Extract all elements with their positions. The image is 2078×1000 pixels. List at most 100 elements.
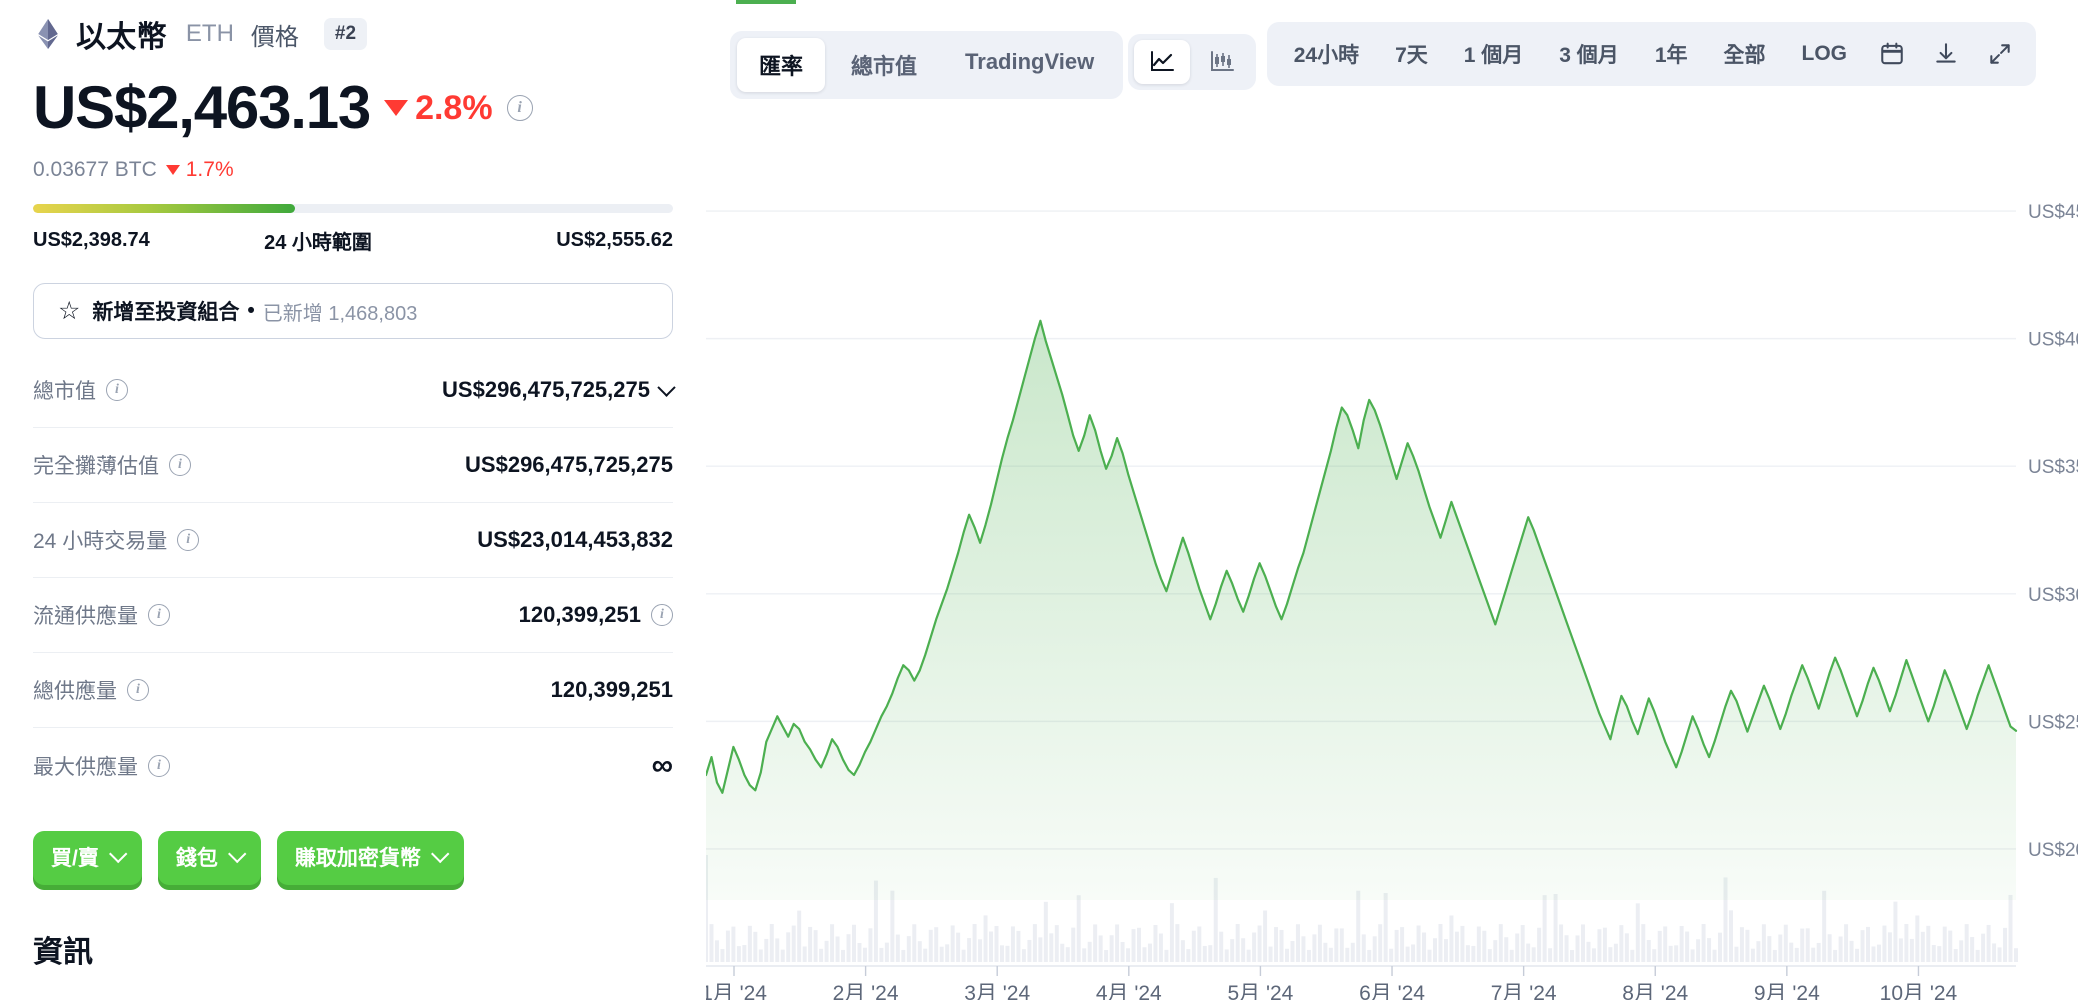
stat-label: 總供應量 i: [33, 675, 149, 705]
svg-text:6月 '24: 6月 '24: [1359, 982, 1425, 1000]
range-high-value: US$2,555.62: [556, 229, 673, 251]
portfolio-added-count: 已新增 1,468,803: [262, 302, 418, 325]
stat-label: 流通供應量 i: [33, 600, 170, 630]
supply-info-icon[interactable]: i: [651, 604, 673, 626]
price-area-chart[interactable]: US$2000 US$2500 US$3000 US$3500 US$4000 US$45…: [706, 140, 2078, 1000]
chart-type-toggle-group: [1127, 34, 1256, 90]
stat-row-market-cap[interactable]: 總市值 i US$296,475,725,275: [33, 353, 676, 428]
stat-value: US$296,475,725,275: [465, 452, 673, 478]
info-icon[interactable]: i: [106, 379, 128, 401]
calendar-icon[interactable]: [1866, 33, 1918, 75]
star-outline-icon: ☆: [58, 296, 81, 325]
stat-label-text: 24 小時交易量: [33, 530, 168, 553]
chart-toolbar: 匯率 總市值 TradingView: [706, 0, 2078, 99]
svg-text:US$3000: US$3000: [2028, 585, 2078, 606]
ethereum-logo-icon: [33, 19, 63, 49]
download-icon[interactable]: [1920, 33, 1972, 75]
price-range-bar: [33, 204, 673, 213]
stat-label-text: 總市值: [33, 380, 96, 403]
price-row: US$2,463.13 2.8% i: [33, 78, 673, 138]
svg-text:US$2500: US$2500: [2028, 712, 2078, 733]
svg-text:3月 '24: 3月 '24: [964, 982, 1030, 1000]
stat-value-text: 120,399,251: [518, 602, 641, 627]
svg-text:US$4500: US$4500: [2028, 202, 2078, 223]
coin-header: 以太幣 ETH 價格 #2: [33, 10, 673, 58]
buy-sell-label: 買/賣: [51, 847, 99, 870]
svg-text:2月 '24: 2月 '24: [833, 982, 899, 1000]
stat-label-text: 最大供應量: [33, 755, 138, 779]
line-chart-icon[interactable]: [1133, 40, 1190, 84]
stat-label: 24 小時交易量 i: [33, 525, 200, 555]
svg-text:4月 '24: 4月 '24: [1096, 982, 1162, 1000]
stat-row-fdv: 完全攤薄估值 i US$296,475,725,275: [33, 428, 673, 503]
coin-statistics-list: 總市值 i US$296,475,725,275 完全攤薄估值 i US$296…: [33, 353, 676, 803]
portfolio-separator: •: [247, 299, 255, 322]
coin-price-suffix: 價格: [250, 23, 299, 51]
info-icon[interactable]: i: [177, 529, 200, 551]
earn-crypto-button[interactable]: 賺取加密貨幣: [276, 831, 464, 885]
chevron-down-icon: [430, 844, 450, 863]
price-change-value: 2.8%: [415, 88, 493, 127]
chart-panel: 匯率 總市值 TradingView: [706, 0, 2078, 1000]
stat-row-total-supply: 總供應量 i 120,399,251: [33, 653, 673, 728]
coin-symbol: ETH: [185, 20, 234, 47]
tab-price[interactable]: 匯率: [737, 38, 826, 92]
info-icon[interactable]: i: [169, 454, 191, 476]
btc-price-change: 1.7%: [165, 158, 234, 182]
stat-value-text: US$23,014,453,832: [477, 527, 673, 552]
range-low-value: US$2,398.74: [33, 229, 150, 251]
chart-tab-group: 匯率 總市值 TradingView: [730, 31, 1124, 99]
svg-text:US$3500: US$3500: [2028, 457, 2078, 478]
range-7d[interactable]: 7天: [1395, 44, 1428, 67]
stat-label: 完全攤薄估值 i: [33, 450, 191, 480]
info-icon[interactable]: i: [148, 604, 170, 626]
coin-rank-badge: #2: [323, 18, 368, 50]
expand-icon[interactable]: [1974, 33, 2026, 75]
btc-price: 0.03677 BTC: [33, 158, 157, 181]
range-3m[interactable]: 3 個月: [1559, 44, 1619, 67]
active-tab-accent: [736, 0, 796, 4]
buy-sell-button[interactable]: 買/賣: [33, 831, 142, 885]
candlestick-chart-icon[interactable]: [1194, 40, 1250, 84]
range-label: 24 小時範圍: [264, 232, 372, 254]
wallet-label: 錢包: [175, 847, 218, 870]
range-1m[interactable]: 1 個月: [1463, 44, 1524, 67]
stat-value: US$23,014,453,832: [477, 527, 673, 553]
stat-value: US$296,475,725,275: [442, 377, 676, 403]
stat-row-max-supply: 最大供應量 i ∞: [33, 728, 673, 803]
range-24h[interactable]: 24小時: [1293, 44, 1360, 67]
stat-value-text: ∞: [651, 748, 673, 782]
tab-market-cap[interactable]: 總市值: [851, 54, 918, 79]
svg-text:10月 '24: 10月 '24: [1880, 982, 1958, 1000]
svg-text:7月 '24: 7月 '24: [1491, 982, 1557, 1000]
range-log[interactable]: LOG: [1801, 42, 1848, 65]
svg-text:8月 '24: 8月 '24: [1622, 982, 1688, 1000]
stat-row-circulating-supply: 流通供應量 i 120,399,251 i: [33, 578, 673, 653]
add-to-portfolio-label: 新增至投資組合: [92, 301, 240, 324]
add-to-portfolio-button[interactable]: ☆ 新增至投資組合 • 已新增 1,468,803: [33, 283, 673, 339]
stat-value-text: 120,399,251: [550, 677, 673, 702]
chevron-down-icon: [227, 844, 247, 863]
stat-label-text: 完全攤薄估值: [33, 455, 159, 478]
range-all[interactable]: 全部: [1723, 44, 1766, 67]
wallet-button[interactable]: 錢包: [157, 831, 261, 885]
chevron-down-icon[interactable]: [657, 377, 676, 397]
stat-row-volume-24h: 24 小時交易量 i US$23,014,453,832: [33, 503, 673, 578]
chart-left-controls: 匯率 總市值 TradingView: [730, 22, 1256, 99]
price-change-24h: 2.8%: [384, 89, 493, 128]
stat-label-text: 流通供應量: [33, 605, 138, 628]
svg-text:US$4000: US$4000: [2028, 330, 2078, 351]
info-icon[interactable]: i: [148, 754, 170, 777]
info-icon[interactable]: i: [127, 679, 149, 701]
range-1y[interactable]: 1年: [1654, 44, 1688, 67]
price-chart-plot[interactable]: US$2000 US$2500 US$3000 US$3500 US$4000 US$45…: [706, 140, 2078, 1000]
tab-tradingview[interactable]: TradingView: [965, 49, 1095, 74]
btc-price-row: 0.03677 BTC 1.7%: [33, 158, 673, 182]
stat-value-text: US$296,475,725,275: [465, 452, 673, 477]
coin-info-sidebar: 以太幣 ETH 價格 #2 US$2,463.13 2.8% i 0.03677…: [0, 0, 706, 1000]
earn-crypto-label: 賺取加密貨幣: [294, 847, 421, 870]
price-info-icon[interactable]: i: [506, 95, 533, 121]
svg-text:5月 '24: 5月 '24: [1227, 982, 1293, 1000]
stat-value: 120,399,251: [551, 677, 673, 703]
